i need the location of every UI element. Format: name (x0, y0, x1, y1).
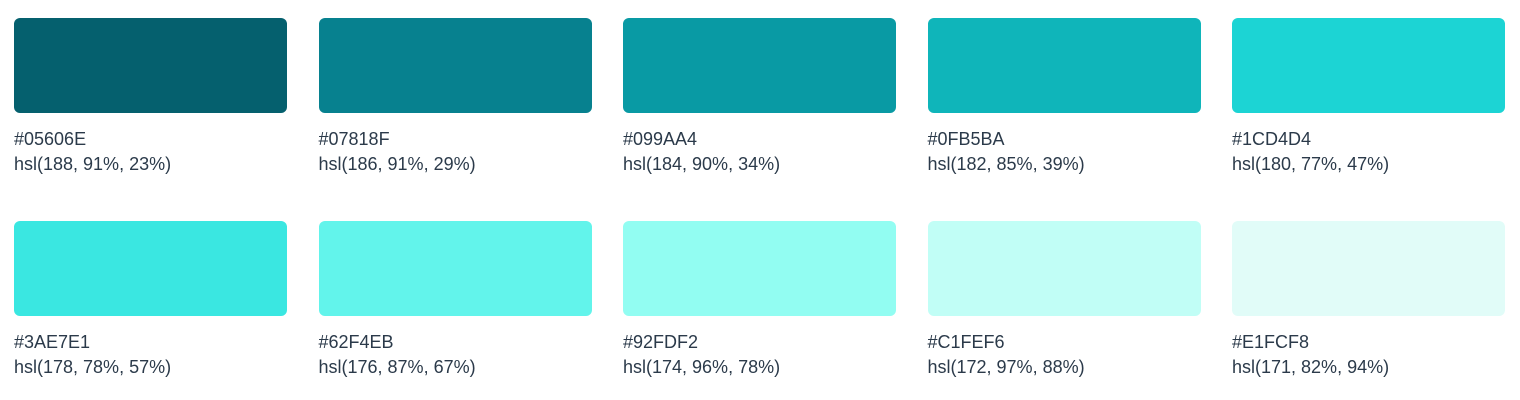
color-swatch (1232, 221, 1505, 316)
hex-label: #C1FEF6 (927, 332, 1005, 352)
color-swatch (14, 221, 287, 316)
swatch-card: #05606E hsl(188, 91%, 23%) (14, 18, 287, 197)
swatch-card: #C1FEF6 hsl(172, 97%, 88%) (927, 221, 1201, 400)
hex-label: #099AA4 (623, 129, 698, 149)
hsl-label: hsl(178, 78%, 57%) (14, 357, 172, 377)
hsl-label: hsl(176, 87%, 67%) (318, 357, 476, 377)
color-swatch (623, 18, 896, 113)
swatch-card: #1CD4D4 hsl(180, 77%, 47%) (1232, 18, 1505, 197)
swatch-card: #E1FCF8 hsl(171, 82%, 94%) (1232, 221, 1505, 400)
color-swatch (927, 18, 1201, 113)
swatch-card: #07818F hsl(186, 91%, 29%) (318, 18, 592, 197)
color-swatch (318, 221, 592, 316)
hsl-label: hsl(171, 82%, 94%) (1232, 357, 1390, 377)
swatch-card: #099AA4 hsl(184, 90%, 34%) (623, 18, 896, 197)
swatch-card: #3AE7E1 hsl(178, 78%, 57%) (14, 221, 287, 400)
hex-label: #3AE7E1 (14, 332, 91, 352)
color-swatch (927, 221, 1201, 316)
hsl-label: hsl(188, 91%, 23%) (14, 154, 172, 174)
hsl-label: hsl(172, 97%, 88%) (927, 357, 1085, 377)
swatch-card: #62F4EB hsl(176, 87%, 67%) (318, 221, 592, 400)
hex-label: #92FDF2 (623, 332, 699, 352)
hex-label: #1CD4D4 (1232, 129, 1312, 149)
hex-label: #62F4EB (318, 332, 394, 352)
hsl-label: hsl(174, 96%, 78%) (623, 357, 781, 377)
hsl-label: hsl(182, 85%, 39%) (927, 154, 1085, 174)
color-swatch (623, 221, 896, 316)
color-swatch (14, 18, 287, 113)
swatch-card: #92FDF2 hsl(174, 96%, 78%) (623, 221, 896, 400)
hsl-label: hsl(186, 91%, 29%) (318, 154, 476, 174)
hsl-label: hsl(184, 90%, 34%) (623, 154, 781, 174)
hex-label: #E1FCF8 (1232, 332, 1310, 352)
hsl-label: hsl(180, 77%, 47%) (1232, 154, 1390, 174)
hex-label: #0FB5BA (927, 129, 1005, 149)
color-swatch (1232, 18, 1505, 113)
hex-label: #07818F (318, 129, 390, 149)
swatch-card: #0FB5BA hsl(182, 85%, 39%) (927, 18, 1201, 197)
hex-label: #05606E (14, 129, 87, 149)
color-swatch (318, 18, 592, 113)
